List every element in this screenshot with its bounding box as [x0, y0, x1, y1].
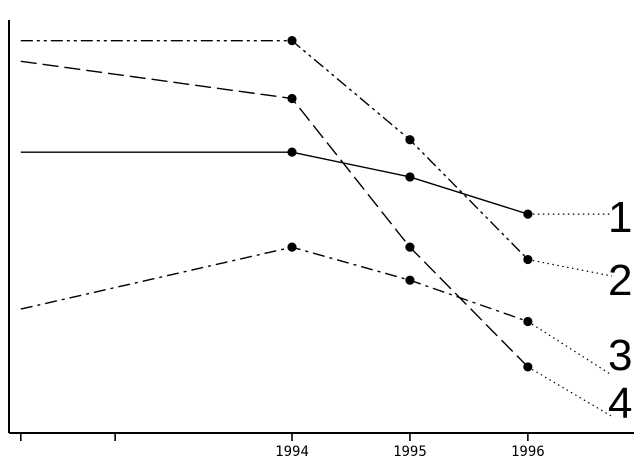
series-label-1: 1 — [608, 193, 632, 242]
x-tick-label: 1995 — [393, 444, 427, 460]
data-point — [405, 172, 415, 182]
data-point — [405, 242, 415, 252]
data-point — [287, 147, 297, 157]
data-point — [523, 362, 533, 372]
data-point — [405, 135, 415, 145]
x-tick-label: 1994 — [275, 444, 309, 460]
series-extender-3 — [527, 320, 613, 376]
series-lines — [20, 36, 613, 417]
data-point — [287, 36, 297, 46]
series-line-4 — [20, 60, 529, 368]
series-line-3 — [20, 246, 529, 323]
data-point — [523, 316, 533, 327]
data-point — [523, 254, 533, 265]
data-point — [405, 275, 415, 285]
series-extender-4 — [527, 366, 613, 417]
series-line-1 — [20, 151, 529, 215]
data-point — [287, 242, 297, 252]
series-label-3: 3 — [608, 331, 632, 380]
series-label-4: 4 — [608, 379, 632, 428]
x-ticks: 1994 1995 1996 — [19, 433, 545, 460]
data-point — [523, 209, 533, 219]
x-tick-label: 1996 — [511, 444, 545, 460]
series-labels: 1 2 34 — [608, 193, 632, 428]
data-point — [287, 93, 297, 104]
series-line-2 — [20, 40, 529, 260]
series-label-2: 2 — [608, 256, 632, 305]
series-extender-2 — [527, 258, 613, 277]
